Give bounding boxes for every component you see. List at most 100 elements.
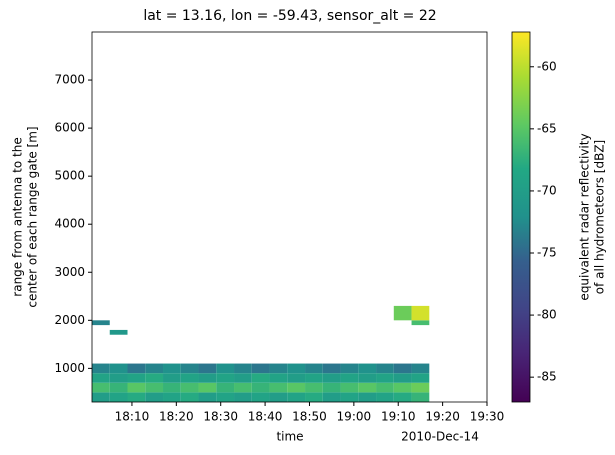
heatmap-cell (109, 329, 128, 335)
heatmap-cell (340, 392, 359, 402)
heatmap-cell (340, 363, 359, 374)
heatmap-cell (305, 392, 323, 402)
heatmap-cell (216, 392, 235, 402)
colorbar-tick-label: -70 (537, 183, 557, 197)
x-tick-label: 19:30 (470, 410, 505, 424)
heatmap-cell (198, 363, 217, 374)
heatmap-cell (287, 363, 306, 374)
x-tick-label: 18:10 (115, 410, 150, 424)
x-axis-label: time (276, 430, 303, 444)
heatmap-cell (92, 320, 110, 326)
heatmap-cell (305, 363, 323, 374)
heatmap-cell (358, 392, 377, 402)
heatmap-cell (305, 382, 323, 393)
heatmap-cell (376, 373, 394, 383)
heatmap-cell (216, 382, 235, 393)
x-tick-label: 18:40 (248, 410, 283, 424)
heatmap-cell (393, 382, 412, 393)
heatmap-cell (163, 392, 181, 402)
heatmap-cell (393, 305, 412, 321)
heatmap-cell (180, 382, 199, 393)
heatmap-cell (251, 363, 270, 374)
heatmap-cell (109, 373, 128, 383)
heatmap-cell (127, 392, 146, 402)
heatmap-cell (251, 373, 270, 383)
heatmap-cell (269, 373, 288, 383)
heatmap-cell (269, 363, 288, 374)
x-tick-label: 19:20 (425, 410, 460, 424)
heatmap-cell (269, 392, 288, 402)
x-offset-label: 2010-Dec-14 (401, 430, 479, 444)
y-tick-label: 5000 (54, 169, 85, 183)
heatmap-cell (145, 363, 164, 374)
heatmap-cell (411, 382, 430, 393)
y-tick-label: 4000 (54, 217, 85, 231)
heatmap-cell (411, 363, 430, 374)
heatmap-cell (358, 373, 377, 383)
heatmap-cell (340, 382, 359, 393)
heatmap-cell (109, 363, 128, 374)
y-axis-label: center of each range gate [m] (26, 126, 40, 307)
heatmap-cell (322, 363, 341, 374)
colorbar-tick-label: -60 (537, 59, 557, 73)
heatmap-cell (287, 373, 306, 383)
colorbar (511, 31, 531, 403)
heatmap-cell (234, 363, 252, 374)
heatmap-cell (127, 363, 146, 374)
heatmap-cell (145, 392, 164, 402)
x-tick-label: 18:20 (159, 410, 194, 424)
heatmap-cell (234, 382, 252, 393)
chart-title: lat = 13.16, lon = -59.43, sensor_alt = … (143, 8, 436, 24)
colorbar-label: equivalent radar reflectivity (578, 133, 592, 300)
heatmap-cell (145, 373, 164, 383)
heatmap-cell (216, 363, 235, 374)
heatmap-cell (180, 392, 199, 402)
heatmap-cell (358, 382, 377, 393)
heatmap-cell (305, 373, 323, 383)
heatmap-cell (109, 392, 128, 402)
heatmap-cell (340, 373, 359, 383)
heatmap-cell (358, 363, 377, 374)
heatmap-cell (127, 382, 146, 393)
heatmap-cell (269, 382, 288, 393)
heatmap-cell (376, 392, 394, 402)
x-tick-label: 18:30 (203, 410, 238, 424)
y-tick-label: 6000 (54, 121, 85, 135)
colorbar-tick-label: -65 (537, 121, 557, 135)
y-tick-label: 2000 (54, 313, 85, 327)
heatmap-cell (322, 382, 341, 393)
heatmap-cell (411, 305, 430, 321)
heatmap-cell (287, 392, 306, 402)
colorbar-tick-label: -80 (537, 308, 557, 322)
y-tick-label: 7000 (54, 73, 85, 87)
heatmap-cell (234, 373, 252, 383)
heatmap-cell (393, 392, 412, 402)
x-tick-label: 19:10 (381, 410, 416, 424)
heatmap-cell (180, 373, 199, 383)
heatmap-cell (376, 382, 394, 393)
heatmap-cell (376, 363, 394, 374)
plot-frame (91, 31, 488, 403)
heatmap-cell (92, 392, 110, 402)
heatmap-cell (216, 373, 235, 383)
heatmap-cell (251, 392, 270, 402)
x-tick-label: 18:50 (292, 410, 327, 424)
heatmap-cell (198, 373, 217, 383)
heatmap-cell (92, 373, 110, 383)
heatmap-cell (251, 382, 270, 393)
heatmap-cell (163, 363, 181, 374)
y-tick-label: 3000 (54, 265, 85, 279)
y-axis-label: range from antenna to the (11, 137, 25, 296)
heatmap-cell (145, 382, 164, 393)
heatmap-cell (287, 382, 306, 393)
heatmap-cell (393, 373, 412, 383)
y-tick-label: 1000 (54, 361, 85, 375)
heatmap-cell (411, 392, 430, 402)
heatmap-cell (92, 363, 110, 374)
colorbar-tick-label: -75 (537, 246, 557, 260)
heatmap-cell (109, 382, 128, 393)
heatmap-cell (234, 392, 252, 402)
heatmap-cell (163, 373, 181, 383)
heatmap-cell (180, 363, 199, 374)
